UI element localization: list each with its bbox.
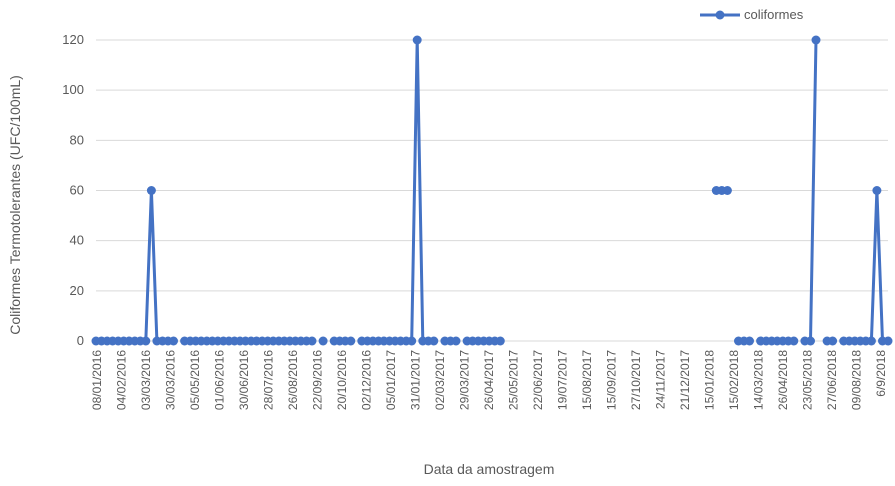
data-point <box>346 336 356 346</box>
x-tick-label: 24/11/2017 <box>654 350 668 409</box>
x-tick-label: 22/06/2017 <box>531 350 545 410</box>
x-tick-label: 26/08/2016 <box>286 350 300 410</box>
data-point <box>307 336 317 346</box>
x-tick-label: 6/9/2018 <box>874 350 888 397</box>
x-tick-label: 15/02/2018 <box>727 350 741 410</box>
x-tick-label: 05/05/2016 <box>188 350 202 410</box>
data-point <box>146 186 156 195</box>
y-tick-label: 120 <box>62 32 84 47</box>
data-point <box>806 336 815 346</box>
x-tick-label: 25/05/2017 <box>507 350 521 410</box>
legend-marker <box>715 10 725 20</box>
x-tick-label: 14/03/2018 <box>752 350 766 410</box>
x-tick-label: 04/02/2016 <box>115 350 129 410</box>
x-tick-label: 02/03/2017 <box>433 350 447 410</box>
series-line-segment <box>94 189 175 343</box>
data-point <box>789 336 799 346</box>
data-point <box>811 35 821 45</box>
y-tick-label: 20 <box>70 283 84 298</box>
data-point <box>429 336 439 346</box>
gridlines <box>96 39 888 342</box>
y-axis-title: Coliformes Termotolerantes (UFC/100mL) <box>7 75 23 335</box>
x-tick-label: 21/12/2017 <box>678 350 692 410</box>
x-tick-label: 28/07/2016 <box>262 350 276 410</box>
x-tick-label: 23/05/2018 <box>801 350 815 410</box>
x-tick-label: 01/06/2016 <box>213 350 227 410</box>
data-point <box>407 336 417 346</box>
y-axis-ticks: 0 20 40 60 80 100 120 <box>62 32 84 348</box>
x-tick-label: 20/10/2016 <box>335 350 349 410</box>
x-axis-title: Data da amostragem <box>424 461 555 477</box>
data-point <box>451 336 461 346</box>
x-tick-label: 15/09/2017 <box>605 350 619 410</box>
x-tick-label: 27/10/2017 <box>629 350 643 410</box>
data-point <box>745 336 754 346</box>
x-tick-label: 02/12/2016 <box>360 350 374 410</box>
x-tick-label: 22/09/2016 <box>311 350 325 410</box>
x-tick-label: 19/07/2017 <box>556 350 570 410</box>
data-point <box>872 186 882 195</box>
x-tick-label: 26/04/2017 <box>482 350 496 410</box>
data-point <box>141 336 151 346</box>
y-tick-label: 60 <box>70 183 84 198</box>
data-point <box>866 336 876 346</box>
data-point <box>722 186 732 195</box>
y-tick-label: 100 <box>62 82 84 97</box>
x-tick-label: 31/01/2017 <box>409 350 423 410</box>
x-tick-label: 30/03/2016 <box>164 350 178 410</box>
data-point <box>495 336 505 346</box>
series-coliformes <box>91 35 893 346</box>
y-tick-label: 0 <box>77 333 84 348</box>
y-tick-label: 80 <box>70 132 84 147</box>
x-tick-label: 29/03/2017 <box>458 350 472 410</box>
x-tick-label: 27/06/2018 <box>825 350 839 410</box>
data-point <box>828 336 838 346</box>
x-axis-ticks: 08/01/2016 04/02/2016 03/03/2016 30/03/2016… <box>90 350 888 410</box>
data-point <box>412 35 422 45</box>
x-tick-label: 05/01/2017 <box>384 350 398 410</box>
x-tick-label: 30/06/2016 <box>237 350 251 410</box>
x-tick-label: 09/08/2018 <box>850 350 864 410</box>
x-tick-label: 03/03/2016 <box>139 350 153 410</box>
x-tick-label: 08/01/2016 <box>90 350 104 410</box>
legend-label: coliformes <box>744 7 804 22</box>
data-point <box>883 336 893 346</box>
y-tick-label: 40 <box>70 233 84 248</box>
x-tick-label: 15/08/2017 <box>580 350 594 410</box>
data-point <box>318 336 328 346</box>
series-line-segment <box>842 189 890 343</box>
legend: coliformes <box>700 7 804 22</box>
x-tick-label: 26/04/2018 <box>776 350 790 410</box>
data-point <box>169 336 178 346</box>
x-tick-label: 15/01/2018 <box>703 350 717 410</box>
